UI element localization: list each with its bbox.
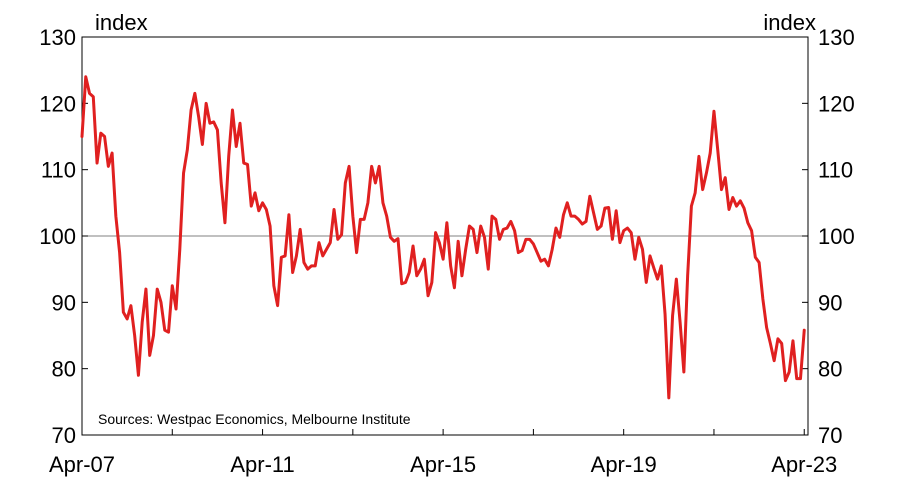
right-y-tick-label: 80 xyxy=(818,357,842,382)
x-tick-label: Apr-11 xyxy=(230,452,294,477)
x-tick-label: Apr-23 xyxy=(771,452,837,477)
left-y-tick-label: 90 xyxy=(52,290,76,315)
series-group xyxy=(80,75,806,400)
x-tick-label: Apr-15 xyxy=(410,452,476,477)
right-y-axis-ticks: 70 80 90 100 110 120 130 xyxy=(802,25,855,448)
right-y-tick-label: 100 xyxy=(818,224,855,249)
x-tick-label: Apr-07 xyxy=(49,452,115,477)
left-axis-unit-label: index xyxy=(95,10,148,35)
left-y-tick-label: 70 xyxy=(52,423,76,448)
left-y-tick-label: 120 xyxy=(39,91,76,116)
series-line-consumer-sentiment xyxy=(80,75,806,400)
x-axis-ticks: Apr-07 Apr-11 Apr-15 Apr-19 Apr-23 xyxy=(49,429,837,477)
right-y-tick-label: 120 xyxy=(818,91,855,116)
right-axis-unit-label: index xyxy=(763,10,816,35)
x-tick-label: Apr-19 xyxy=(591,452,657,477)
left-y-tick-label: 110 xyxy=(41,158,76,183)
left-y-tick-label: 100 xyxy=(39,224,76,249)
left-y-axis-ticks: 70 80 90 100 110 120 130 xyxy=(39,25,88,448)
right-y-tick-label: 110 xyxy=(818,158,853,183)
left-y-tick-label: 80 xyxy=(52,357,76,382)
source-note: Sources: Westpac Economics, Melbourne In… xyxy=(98,411,411,427)
right-y-tick-label: 130 xyxy=(818,25,855,50)
right-y-tick-label: 90 xyxy=(818,290,842,315)
right-y-tick-label: 70 xyxy=(818,423,842,448)
left-y-tick-label: 130 xyxy=(39,25,76,50)
